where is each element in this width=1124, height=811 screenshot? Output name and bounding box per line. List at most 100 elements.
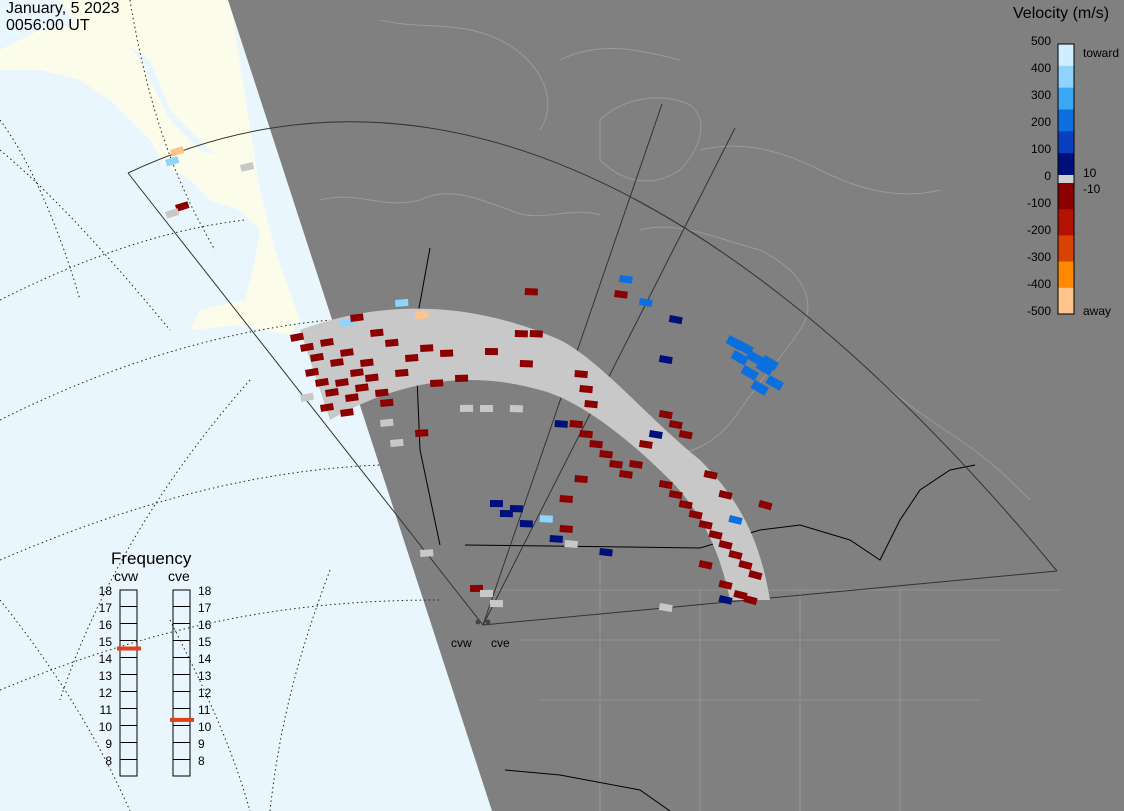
velocity-cell [419,549,434,557]
velocity-colorbar [1057,43,1075,315]
velocity-cell [718,594,733,605]
velocity-cell [489,600,503,608]
frequency-tick-right: 17 [198,601,212,615]
velocity-cell [579,430,593,439]
velocity-cell [340,408,354,417]
colorbar-tick-label: 300 [1030,88,1051,102]
radar-label-cvw: cvw [451,636,472,650]
velocity-cell [599,450,613,459]
velocity-cell [728,515,743,525]
frequency-tick-right: 12 [198,686,212,700]
land-alaska [0,20,300,335]
velocity-cell [395,298,409,307]
velocity-cell [240,162,255,172]
velocity-cell [760,355,779,371]
velocity-cell [345,393,359,402]
colorbar-swatch [1058,261,1074,289]
colorbar-swatch [1058,109,1074,132]
velocity-cell [599,547,613,557]
colorbar-swatch [1058,287,1074,315]
velocity-cell [638,297,653,307]
velocity-cell [350,313,364,322]
velocity-cell [414,311,429,319]
velocity-cell [619,470,633,479]
colorbar-title: Velocity (m/s) [1013,5,1110,22]
velocity-cell [658,602,673,613]
velocity-cell [718,540,733,550]
velocity-cell [330,358,344,367]
velocity-cells [164,146,784,613]
velocity-cell [638,440,653,449]
velocity-cell [559,525,573,533]
velocity-cell [385,338,399,347]
velocity-cell [489,500,503,508]
velocity-cell [750,380,769,396]
velocity-cell [365,373,379,382]
velocity-cell [415,429,429,437]
velocity-cell [738,559,753,571]
velocity-cell [628,459,643,469]
colorbar-tick-label: -300 [1026,250,1051,264]
colorbar-tick-label: 400 [1030,61,1051,75]
velocity-cell [658,354,673,365]
frequency-marker-cve [170,717,194,722]
colorbar-swatch [1058,209,1074,236]
frequency-tick-left: 13 [98,669,112,683]
frequency-tick-left: 12 [98,686,112,700]
frequency-tick-left: 17 [98,601,112,615]
velocity-cell [470,584,484,592]
frequency-tick-left: 8 [105,754,112,768]
velocity-cell [405,354,419,362]
frequency-tick-right: 16 [198,618,212,632]
colorbar-swatch [1058,183,1074,210]
velocity-cell [678,430,693,440]
velocity-cell [718,579,733,590]
colorbar-tick-label: 10 [1083,166,1097,180]
velocity-cell [334,378,349,387]
velocity-cell [564,539,578,549]
velocity-cell [484,347,498,356]
velocity-cell [395,368,409,377]
velocity-cell [668,420,683,430]
velocity-cell [698,520,713,530]
velocity-cell [668,315,683,325]
velocity-cell [698,560,713,570]
radar-site-cve[interactable] [485,619,491,625]
velocity-cell [524,288,538,296]
frequency-panel [117,589,194,777]
velocity-cell [360,358,374,367]
colorbar-swatch-zero [1058,175,1074,183]
velocity-cell [370,328,384,337]
velocity-cell [380,418,394,427]
velocity-cell [569,420,583,429]
frequency-tick-right: 9 [198,737,205,751]
colorbar-toward-label: toward [1083,46,1120,60]
frequency-tick-right: 8 [198,754,205,768]
velocity-cell [340,318,354,327]
velocity-cell [499,509,513,518]
velocity-cell [619,274,633,284]
velocity-cell [519,360,533,368]
velocity-cell [579,385,593,394]
frequency-left-radar: cvw [114,568,139,584]
frequency-tick-right: 10 [198,720,212,734]
colorbar-swatch [1058,44,1074,67]
velocity-cell [480,590,493,597]
velocity-cell [509,404,523,413]
frequency-tick-right: 14 [198,652,212,666]
colorbar-tick-label: -400 [1026,277,1051,291]
velocity-cell [430,379,444,387]
velocity-cell [380,398,394,407]
velocity-cell [355,383,369,392]
velocity-cell [758,499,773,511]
velocity-cell [609,459,623,469]
colorbar-away-label: away [1083,304,1112,318]
radar-site-cvw[interactable] [475,619,481,625]
frequency-tick-left: 14 [98,652,112,666]
colorbar-swatch [1058,153,1074,176]
ground-scatter [300,308,770,600]
frequency-ladder [172,589,191,777]
frequency-tick-left: 18 [98,584,112,598]
velocity-cell [589,440,603,449]
colorbar-tick-label: -100 [1026,196,1051,210]
